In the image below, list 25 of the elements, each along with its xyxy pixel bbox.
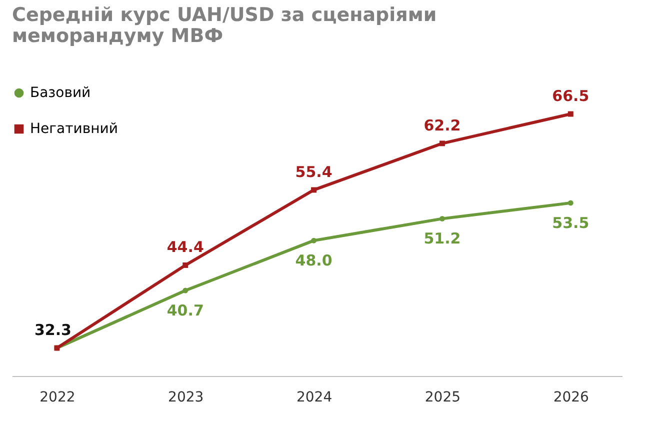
x-tick-label: 2025: [424, 390, 461, 406]
point: [182, 288, 188, 294]
point: [568, 111, 574, 117]
annotation: 32.3: [34, 321, 72, 339]
point: [311, 238, 317, 244]
point: [311, 187, 317, 193]
x-tick-label: 2022: [40, 390, 76, 406]
x-tick-label: 2026: [553, 390, 590, 406]
point: [568, 200, 574, 206]
legend-label: Базовий: [30, 85, 91, 101]
data-label: 40.7: [166, 302, 204, 320]
data-label: 51.2: [424, 230, 461, 248]
legend-label: Негативний: [30, 121, 118, 137]
data-label: 55.4: [295, 162, 332, 181]
chart-title: Середній курс UAH/USD за сценаріями меморандуму МВФ: [12, 4, 437, 47]
data-label: 48.0: [295, 252, 332, 270]
x-tick-label: 2023: [168, 390, 204, 406]
point: [439, 140, 445, 146]
data-label: 44.4: [166, 238, 204, 256]
data-label: 62.2: [424, 116, 461, 134]
data-label: 66.5: [552, 87, 590, 105]
point: [439, 216, 445, 222]
data-label: 53.5: [552, 214, 590, 232]
x-tick-label: 2024: [296, 390, 332, 406]
point: [182, 262, 188, 268]
